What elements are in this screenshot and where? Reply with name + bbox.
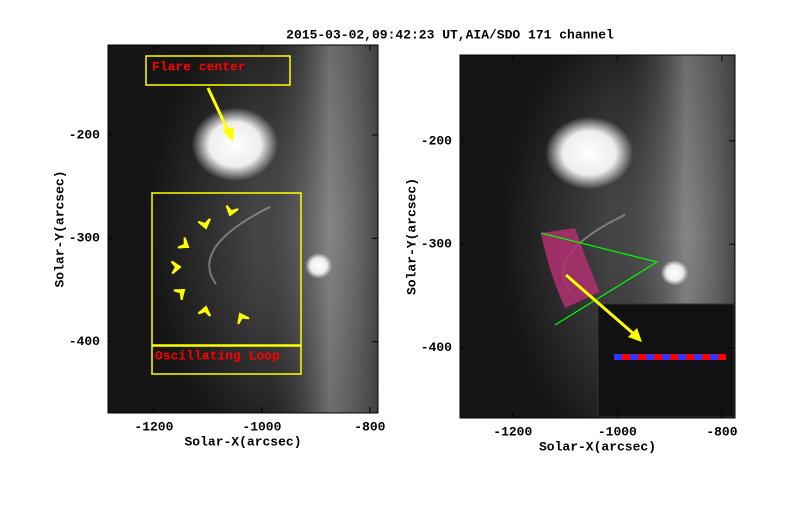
pointer-arrow [237,312,250,325]
x-axis-label: Solar-X(arcsec) [539,439,656,454]
y-tick-label: -200 [69,127,100,142]
y-axis-label: Solar-Y(arcsec) [404,178,419,295]
stack-dash [638,354,646,360]
x-tick-label: -1000 [598,424,637,439]
loop-top-glow [305,252,333,279]
pointer-arrow [197,305,212,317]
stack-dash [630,354,638,360]
stack-dash [622,354,630,360]
figure-title: 2015-03-02,09:42:23 UT,AIA/SDO 171 chann… [286,27,614,42]
stack-dash [702,354,710,360]
y-tick-label: -200 [421,133,452,148]
stack-dash [614,354,622,360]
stack-dash [662,354,670,360]
pointer-arrow [197,218,211,230]
stack-dash [718,354,726,360]
annotation: Oscillating Loop [155,348,280,363]
y-tick-label: -400 [421,340,452,355]
stack-dash [646,354,654,360]
solar-limb [256,45,378,413]
flare-glow [545,116,634,190]
axes-frame [107,44,379,414]
axes-frame [459,54,736,419]
y-tick-label: -300 [69,231,100,246]
x-tick-label: -1000 [242,419,281,434]
x-tick-label: -800 [706,424,737,439]
loop-label-box [151,345,302,375]
x-tick-label: -1200 [134,419,173,434]
y-tick-label: -400 [69,334,100,349]
sector [541,228,600,308]
y-axis-label: Solar-Y(arcsec) [52,170,67,287]
loop-top-glow [660,260,689,286]
image-panel [459,54,736,419]
arrow-head [222,127,234,142]
oscillating-loop [208,206,271,285]
pointer-arrow [177,237,190,249]
annotation: Flare center [152,59,246,74]
flare-glow [191,107,279,182]
arrow-head [628,328,642,342]
stack-dash [694,354,702,360]
stack-dash [686,354,694,360]
stack-dash [654,354,662,360]
arrow [206,87,232,136]
x-axis-label: Solar-X(arcsec) [184,434,301,449]
arrow [565,273,636,337]
image-panel: Flare center Oscillating Loop [107,44,379,414]
stack-dash [710,354,718,360]
x-tick-label: -1200 [493,424,532,439]
flare-box [145,55,291,86]
stack-dash [670,354,678,360]
sector-edges [540,232,659,326]
x-tick-label: -800 [354,419,385,434]
pointer-arrow [225,204,239,217]
y-tick-label: -300 [421,237,452,252]
pointer-arrow [170,260,182,275]
stack-dash [678,354,686,360]
pointer-arrow [173,288,186,300]
loop-box [151,192,302,346]
